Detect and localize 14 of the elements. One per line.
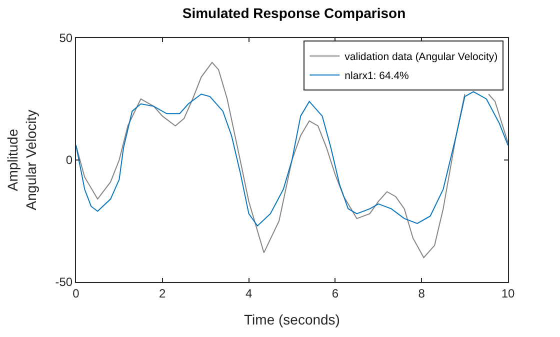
chart-title: Simulated Response Comparison — [182, 5, 406, 22]
y-tick-label: 50 — [59, 31, 73, 46]
x-tick-label: 8 — [418, 286, 426, 300]
x-axis-title: Time (seconds) — [244, 312, 340, 328]
y-axis-title: Amplitude Angular Velocity — [4, 110, 39, 210]
line-series — [76, 91, 508, 226]
y-tick-label: -50 — [55, 275, 73, 290]
x-tick-label: 6 — [332, 286, 339, 300]
y-tick-label: 0 — [66, 153, 73, 168]
legend-label: validation data (Angular Velocity) — [344, 51, 498, 64]
x-tick-label: 2 — [159, 286, 166, 300]
x-tick-label: 10 — [501, 286, 515, 300]
x-tick-label: 4 — [245, 286, 252, 300]
legend-label: nlarx1: 64.4% — [344, 70, 409, 82]
